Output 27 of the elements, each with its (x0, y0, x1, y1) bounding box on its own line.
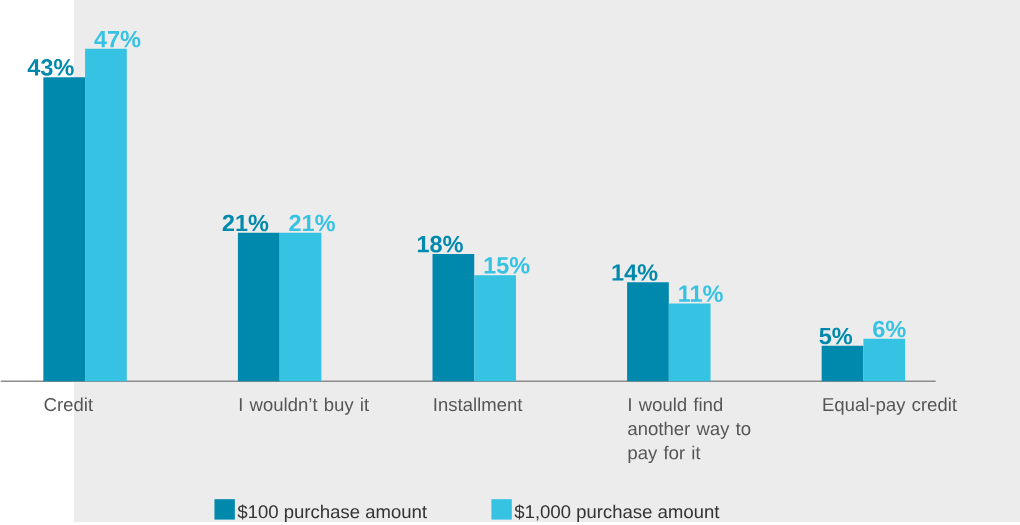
x-tick-label: I wouldn’t buy it (239, 397, 369, 415)
bar (821, 345, 864, 382)
data-label: 14% (612, 264, 658, 281)
x-tick-label: I would find another way to pay for it (628, 397, 751, 464)
bar (863, 338, 906, 382)
data-label: 15% (484, 257, 530, 274)
bar (85, 48, 127, 382)
data-label: 43% (27, 59, 74, 76)
data-label: 18% (417, 235, 463, 253)
data-label: 5% (819, 327, 853, 345)
bar (43, 77, 86, 382)
data-label: 11% (679, 285, 723, 302)
bar (668, 303, 711, 382)
legend-label: $1,000 purchase amount (514, 504, 720, 522)
legend-label: $100 purchase amount (237, 504, 427, 522)
x-tick-label: Equal-pay credit (823, 397, 957, 415)
data-label: 47% (94, 30, 141, 48)
data-label: 21% (222, 214, 269, 232)
bar (237, 232, 280, 382)
bar (432, 253, 475, 382)
data-label: 6% (873, 320, 906, 338)
bar (474, 275, 516, 382)
bar (627, 282, 669, 382)
data-label: 21% (289, 214, 335, 232)
bar (279, 232, 322, 382)
x-tick-label: Installment (434, 397, 523, 412)
x-tick-label: Credit (44, 397, 93, 412)
